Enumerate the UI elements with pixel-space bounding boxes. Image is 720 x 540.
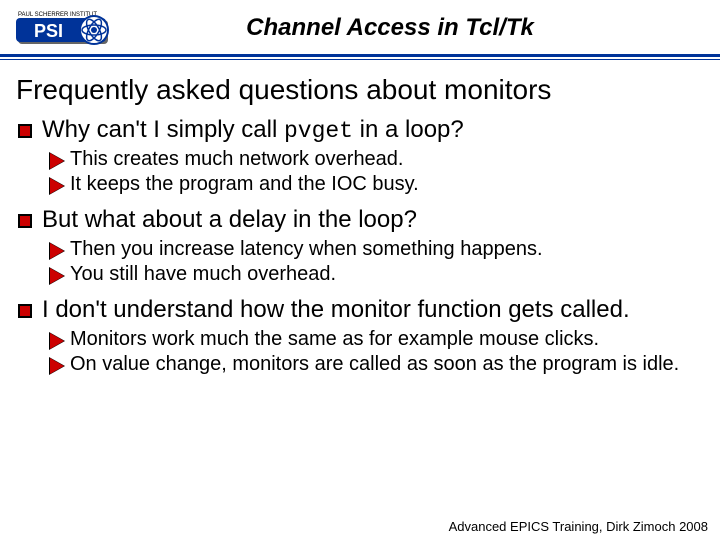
slide-content: Frequently asked questions about monitor… [0, 60, 720, 376]
faq-answer: You still have much overhead. [50, 263, 704, 286]
faq-answer: This creates much network overhead. [50, 148, 704, 171]
q-text-code: pvget [284, 118, 353, 144]
square-bullet-icon [18, 304, 32, 318]
faq-question: I don't understand how the monitor funct… [16, 296, 704, 324]
faq-answer: Monitors work much the same as for examp… [50, 328, 704, 351]
triangle-bullet-icon [50, 178, 64, 194]
institute-label: PAUL SCHERRER INSTITUT [18, 12, 97, 18]
answer-text: It keeps the program and the IOC busy. [70, 173, 704, 196]
psi-logo: PAUL SCHERRER INSTITUT PSI [16, 8, 136, 48]
triangle-bullet-icon [50, 333, 64, 349]
question-text: But what about a delay in the loop? [42, 206, 704, 234]
q-text-pre: Why can't I simply call [42, 116, 284, 143]
q-text-post: in a loop? [353, 116, 464, 143]
faq-question: Why can't I simply call pvget in a loop? [16, 116, 704, 144]
faq-answer: On value change, monitors are called as … [50, 353, 704, 376]
slide-title: Channel Access in Tcl/Tk [136, 14, 704, 42]
answer-text: On value change, monitors are called as … [70, 353, 704, 376]
question-text: Why can't I simply call pvget in a loop? [42, 116, 704, 144]
triangle-bullet-icon [50, 358, 64, 374]
triangle-bullet-icon [50, 268, 64, 284]
square-bullet-icon [18, 214, 32, 228]
faq-block: But what about a delay in the loop? Then… [16, 206, 704, 286]
header-rule-thick [0, 54, 720, 57]
faq-question: But what about a delay in the loop? [16, 206, 704, 234]
question-text: I don't understand how the monitor funct… [42, 296, 704, 324]
faq-answer: It keeps the program and the IOC busy. [50, 173, 704, 196]
faq-block: Why can't I simply call pvget in a loop?… [16, 116, 704, 196]
answer-text: You still have much overhead. [70, 263, 704, 286]
answer-text: Monitors work much the same as for examp… [70, 328, 704, 351]
triangle-bullet-icon [50, 243, 64, 259]
slide-header: PAUL SCHERRER INSTITUT PSI Channel Acces… [0, 0, 720, 52]
triangle-bullet-icon [50, 153, 64, 169]
svg-text:PSI: PSI [34, 21, 63, 41]
faq-block: I don't understand how the monitor funct… [16, 296, 704, 376]
slide-footer: Advanced EPICS Training, Dirk Zimoch 200… [449, 519, 708, 534]
square-bullet-icon [18, 124, 32, 138]
slide-subtitle: Frequently asked questions about monitor… [16, 74, 704, 106]
answer-text: This creates much network overhead. [70, 148, 704, 171]
faq-answer: Then you increase latency when something… [50, 238, 704, 261]
answer-text: Then you increase latency when something… [70, 238, 704, 261]
